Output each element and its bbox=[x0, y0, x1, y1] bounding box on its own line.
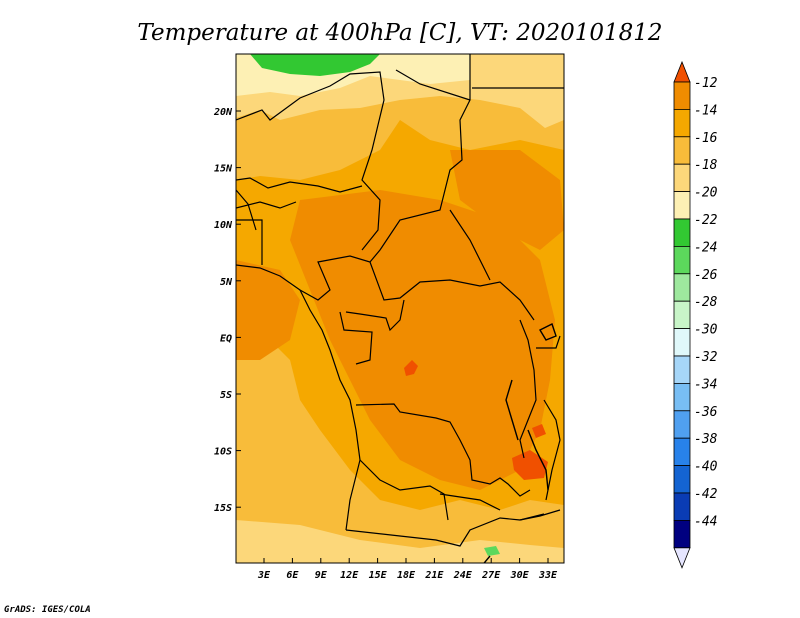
colorbar-bottom-arrow bbox=[673, 547, 691, 569]
colorbar-label: -42 bbox=[694, 487, 718, 502]
colorbar-label: -32 bbox=[694, 350, 718, 365]
colorbar-label: -30 bbox=[694, 323, 718, 338]
latitude-label: 10S bbox=[214, 447, 232, 458]
colorbar-swatch bbox=[673, 191, 691, 220]
longitude-label: 24E bbox=[453, 570, 473, 581]
colorbar-label: -38 bbox=[694, 432, 718, 447]
temperature-field-far-south bbox=[236, 520, 564, 563]
temperature-field-east-warm bbox=[450, 150, 564, 250]
longitude-label: 12E bbox=[340, 570, 359, 581]
latitude-label: 5S bbox=[220, 390, 232, 401]
temperature-field-hotspot-west bbox=[404, 360, 418, 376]
colorbar-swatch bbox=[673, 218, 691, 247]
colorbar-swatch bbox=[673, 300, 691, 330]
colorbar-label: -20 bbox=[694, 186, 718, 201]
colorbar-label: -18 bbox=[694, 158, 718, 173]
colorbar-label: -26 bbox=[694, 268, 718, 283]
colorbar: -12 -14 -16 -18 -20 -22 -24 -26 -28 -30 -32 -34 -36 -… bbox=[673, 60, 718, 569]
longitude-label: 3E bbox=[257, 570, 271, 581]
colorbar-swatch bbox=[673, 245, 691, 275]
temperature-field-central-warm bbox=[290, 190, 555, 490]
colorbar-label: -36 bbox=[694, 405, 718, 420]
temperature-field-southwest bbox=[236, 330, 564, 563]
latitude-label: 5N bbox=[220, 277, 233, 288]
colorbar-label: -24 bbox=[694, 240, 717, 255]
colorbar-label: -28 bbox=[694, 295, 718, 310]
colorbar-swatch bbox=[673, 328, 691, 357]
colorbar-label: -22 bbox=[694, 213, 718, 228]
colorbar-swatch bbox=[673, 81, 691, 110]
latitude-label: 20N bbox=[213, 107, 233, 118]
map-frame bbox=[235, 53, 565, 564]
longitude-label: 21E bbox=[424, 570, 444, 581]
temperature-field-cold-patch bbox=[250, 54, 380, 76]
colorbar-swatch bbox=[673, 355, 691, 384]
colorbar-label: -14 bbox=[694, 103, 717, 118]
longitude-label: 27E bbox=[481, 570, 501, 581]
colorbar-label: -40 bbox=[694, 460, 718, 475]
latitude-axis: 20N 15N 10N 5N EQ 5S 10S 15S bbox=[213, 107, 241, 514]
colorbar-label: -34 bbox=[694, 377, 717, 392]
colorbar-swatch bbox=[673, 382, 691, 412]
colorbar-label: -44 bbox=[694, 514, 717, 529]
longitude-label: 15E bbox=[369, 570, 388, 581]
longitude-label: 9E bbox=[315, 570, 328, 581]
grads-credit: GrADS: IGES/COLA bbox=[4, 605, 91, 615]
colorbar-swatch bbox=[673, 109, 691, 138]
colorbar-label: -16 bbox=[694, 131, 718, 146]
colorbar-swatch bbox=[673, 163, 691, 192]
temperature-field-green-spot bbox=[484, 546, 500, 556]
colorbar-swatch bbox=[673, 465, 691, 494]
colorbar-swatch bbox=[673, 437, 691, 467]
latitude-label: EQ bbox=[220, 333, 232, 344]
colorbar-swatch bbox=[673, 136, 691, 165]
colorbar-label: -12 bbox=[694, 76, 718, 91]
colorbar-swatch bbox=[673, 410, 691, 439]
colorbar-swatch bbox=[673, 492, 691, 521]
colorbar-swatch bbox=[673, 520, 691, 549]
longitude-label: 30E bbox=[510, 570, 530, 581]
colorbar-swatch bbox=[673, 273, 691, 302]
lakes bbox=[483, 323, 557, 563]
map-panel bbox=[236, 54, 564, 563]
temperature-field-hotspot-east-small bbox=[532, 424, 546, 438]
temperature-field-west-warm bbox=[236, 260, 300, 360]
country-borders bbox=[236, 54, 564, 547]
colorbar-top-arrow bbox=[673, 60, 691, 83]
map-title: Temperature at 400hPa [C], VT: 202010181… bbox=[137, 20, 662, 46]
longitude-axis: 3E 6E 9E 12E 15E 18E 21E 24E 27E 30E 33E bbox=[257, 558, 558, 581]
latitude-label: 15N bbox=[214, 164, 233, 175]
longitude-label: 6E bbox=[286, 570, 299, 581]
latitude-label: 10N bbox=[214, 220, 233, 231]
longitude-label: 18E bbox=[397, 570, 416, 581]
longitude-label: 33E bbox=[538, 570, 558, 581]
latitude-label: 15S bbox=[214, 503, 232, 514]
